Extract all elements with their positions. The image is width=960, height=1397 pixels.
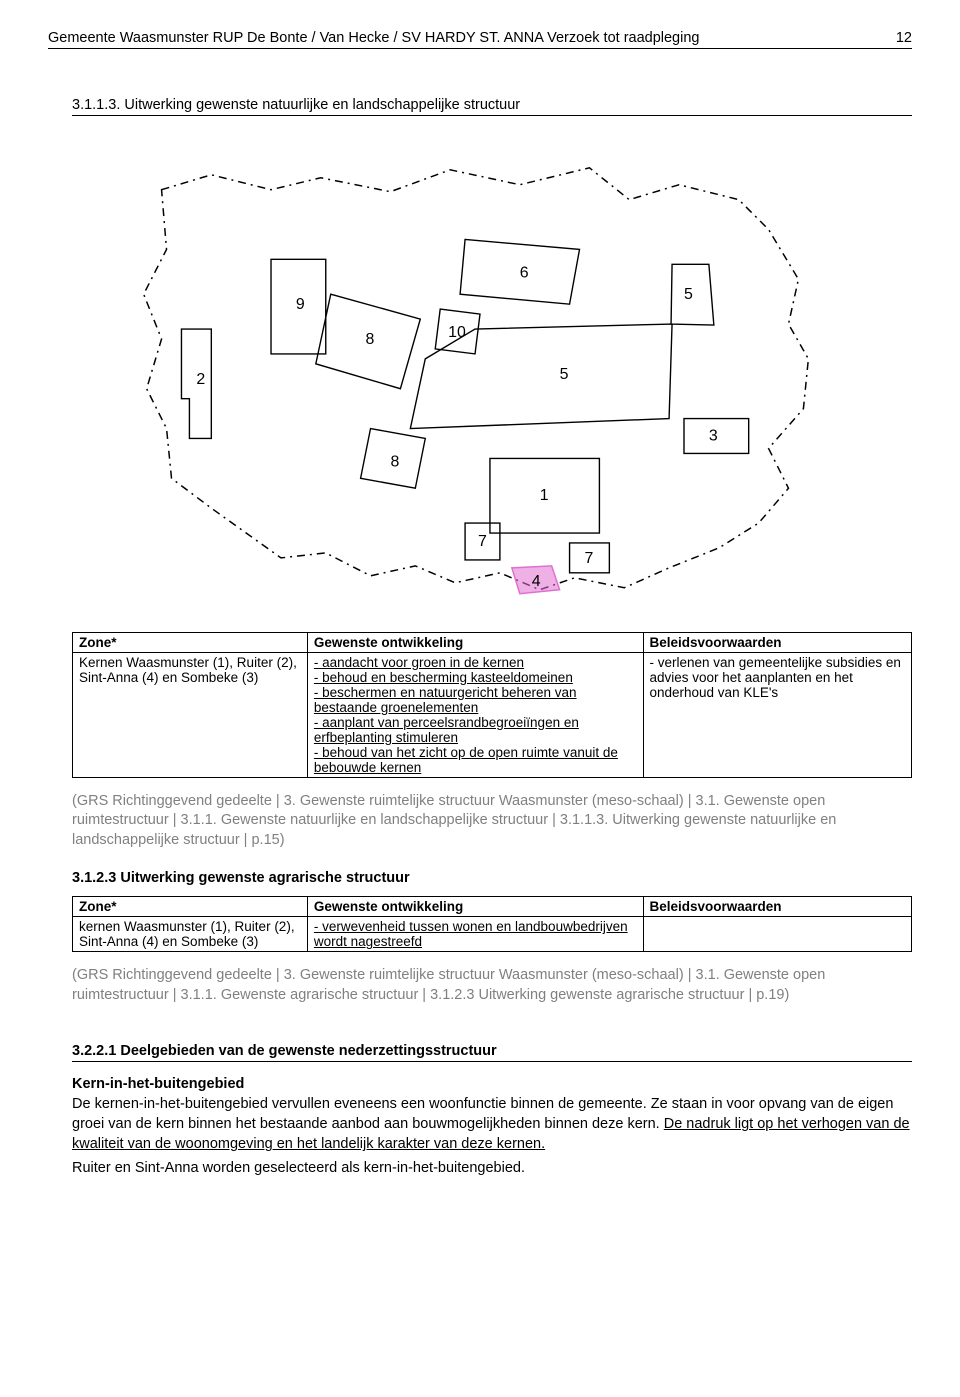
t1-h-dev: Gewenste ontwikkeling bbox=[307, 632, 643, 652]
map-label-10: 10 bbox=[448, 324, 466, 341]
t1-dev-1: - behoud en bescherming kasteeldomeinen bbox=[314, 670, 573, 685]
t2-h-zone: Zone* bbox=[73, 897, 308, 917]
t1-policy: - verlenen van gemeentelijke subsidies e… bbox=[643, 652, 912, 777]
citation-1: (GRS Richtinggevend gedeelte | 3. Gewens… bbox=[72, 792, 912, 851]
t1-dev-2: - beschermen en natuurgericht beheren va… bbox=[314, 685, 577, 715]
t1-dev-0: - aandacht voor groen in de kernen bbox=[314, 655, 524, 670]
map-label-7b: 7 bbox=[584, 550, 593, 567]
t1-h-pol: Beleidsvoorwaarden bbox=[643, 632, 912, 652]
map-label-8b: 8 bbox=[390, 453, 399, 470]
map-label-9: 9 bbox=[296, 296, 305, 313]
section-heading-3221: 3.2.2.1 Deelgebieden van de gewenste ned… bbox=[72, 1019, 912, 1062]
t2-dev: - verwevenheid tussen wonen en landbouwb… bbox=[307, 917, 643, 952]
t2-zone: kernen Waasmunster (1), Ruiter (2), Sint… bbox=[73, 917, 308, 952]
map-label-5b: 5 bbox=[684, 286, 693, 303]
t1-dev-4: - behoud van het zicht op de open ruimte… bbox=[314, 745, 618, 775]
map-label-1: 1 bbox=[540, 487, 549, 504]
map-label-2: 2 bbox=[196, 371, 205, 388]
map-label-5a: 5 bbox=[560, 366, 569, 383]
boundary-path bbox=[144, 168, 809, 590]
header-title: Gemeente Waasmunster RUP De Bonte / Van … bbox=[48, 30, 699, 46]
table-structure-1: Zone* Gewenste ontwikkeling Beleidsvoorw… bbox=[72, 632, 912, 778]
map-diagram: 2 9 8 8 10 6 5 5 3 1 7 7 4 bbox=[72, 130, 888, 608]
t2-h-pol: Beleidsvoorwaarden bbox=[643, 897, 912, 917]
map-svg: 2 9 8 8 10 6 5 5 3 1 7 7 4 bbox=[72, 130, 888, 608]
map-label-6: 6 bbox=[520, 264, 529, 281]
map-label-3: 3 bbox=[709, 427, 718, 444]
t1-dev-3: - aanplant van perceelsrandbegroeiïngen … bbox=[314, 715, 579, 745]
sub-kern: Kern-in-het-buitengebied bbox=[72, 1076, 912, 1092]
header-page-number: 12 bbox=[896, 30, 912, 46]
para-kern-2: Ruiter en Sint-Anna worden geselecteerd … bbox=[72, 1158, 912, 1178]
t1-dev: - aandacht voor groen in de kernen - beh… bbox=[307, 652, 643, 777]
map-label-7a: 7 bbox=[478, 533, 487, 550]
map-label-4: 4 bbox=[532, 573, 541, 590]
para-kern-1: De kernen-in-het-buitengebied vervullen … bbox=[72, 1094, 912, 1154]
t2-policy bbox=[643, 917, 912, 952]
t1-zone: Kernen Waasmunster (1), Ruiter (2), Sint… bbox=[73, 652, 308, 777]
t2-h-dev: Gewenste ontwikkeling bbox=[307, 897, 643, 917]
t1-h-zone: Zone* bbox=[73, 632, 308, 652]
t2-dev-u: - verwevenheid tussen wonen en landbouwb… bbox=[314, 919, 628, 949]
page-header: Gemeente Waasmunster RUP De Bonte / Van … bbox=[48, 30, 912, 49]
section-heading-3113: 3.1.1.3. Uitwerking gewenste natuurlijke… bbox=[72, 73, 912, 116]
map-label-8a: 8 bbox=[366, 331, 375, 348]
subheading-3123: 3.1.2.3 Uitwerking gewenste agrarische s… bbox=[72, 870, 912, 886]
citation-2: (GRS Richtinggevend gedeelte | 3. Gewens… bbox=[72, 966, 912, 1005]
table-structure-2: Zone* Gewenste ontwikkeling Beleidsvoorw… bbox=[72, 896, 912, 952]
